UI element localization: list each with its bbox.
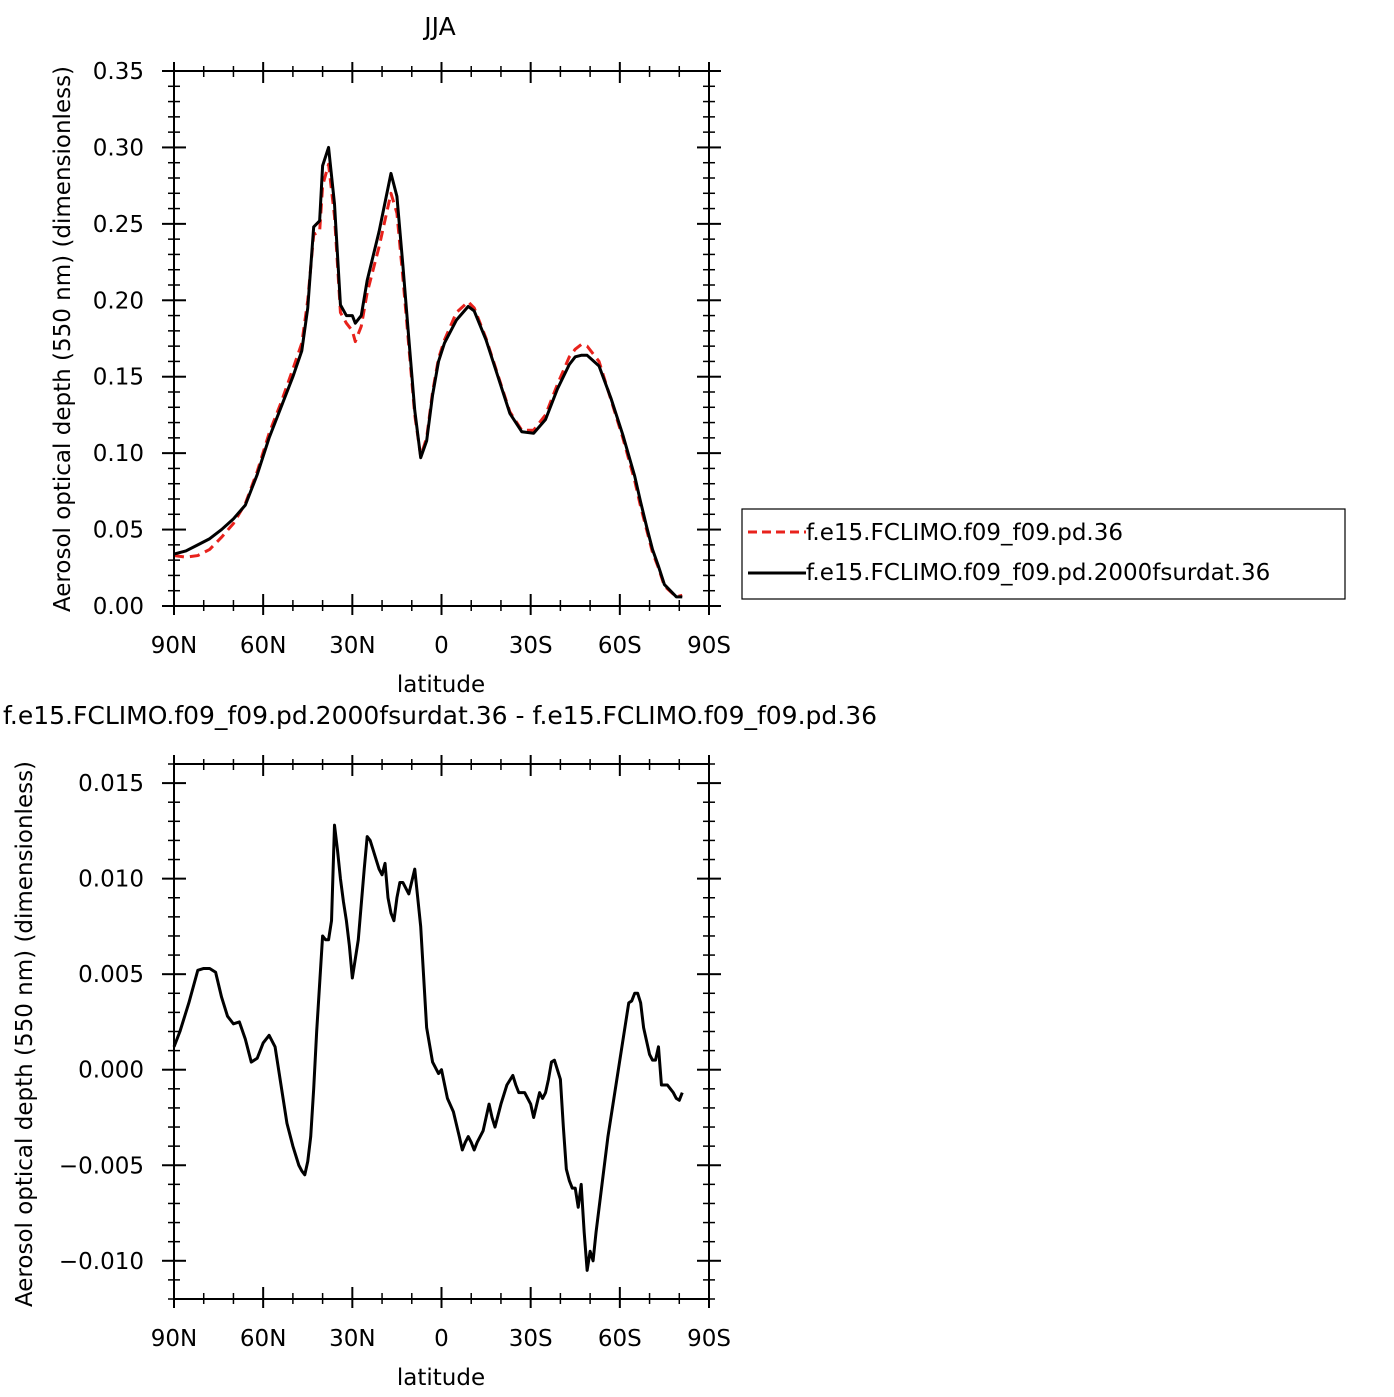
tick-marks: [162, 62, 721, 615]
y-tick-label: 0.35: [93, 59, 144, 85]
y-tick-label: 0.10: [93, 441, 144, 467]
series-group: [172, 823, 684, 1272]
x-tick-label: 0: [434, 633, 449, 659]
x-axis-title: latitude: [397, 672, 485, 698]
difference-title: f.e15.FCLIMO.f09_f09.pd.2000fsurdat.36 -…: [3, 701, 877, 730]
series-line-1: [173, 162, 683, 599]
y-tick-label: −0.005: [59, 1153, 144, 1179]
series-group: [173, 145, 683, 599]
legend: f.e15.FCLIMO.f09_f09.pd.36 f.e15.FCLIMO.…: [741, 508, 1346, 600]
plot-frame: [173, 763, 710, 1300]
y-tick-label: 0.25: [93, 212, 144, 238]
y-tick-label: 0.20: [93, 288, 144, 314]
y-tick-label: 0.000: [78, 1058, 144, 1084]
y-tick-labels: −0.010 −0.005 0.000 0.005 0.010 0.015: [59, 771, 144, 1275]
chart-title: JJA: [422, 12, 455, 41]
x-tick-label: 60N: [240, 633, 286, 659]
y-tick-label: 0.015: [78, 771, 144, 797]
y-tick-label: 0.30: [93, 135, 144, 161]
x-tick-labels: 90N 60N 30N 0 30S 60S 90S: [151, 633, 731, 659]
tick-marks: [162, 755, 721, 1308]
x-tick-label: 0: [434, 1326, 449, 1352]
x-tick-label: 30S: [509, 633, 553, 659]
x-tick-label: 30N: [329, 633, 375, 659]
plot-frame: [173, 70, 710, 607]
y-axis-title: Aerosol optical depth (550 nm) (dimensio…: [12, 761, 38, 1307]
x-tick-label: 90N: [151, 633, 197, 659]
y-tick-label: 0.00: [93, 594, 144, 620]
difference-line-panel: f.e15.FCLIMO.f09_f09.pd.2000fsurdat.36 -…: [3, 701, 877, 1391]
y-tick-labels: 0.00 0.05 0.10 0.15 0.20 0.25 0.30 0.35: [93, 59, 144, 620]
x-tick-label: 30N: [329, 1326, 375, 1352]
series-line-2: [173, 145, 683, 599]
y-tick-label: 0.005: [78, 962, 144, 988]
x-axis-title: latitude: [397, 1365, 485, 1391]
y-axis-title: Aerosol optical depth (550 nm) (dimensio…: [50, 66, 76, 612]
legend-label-1: f.e15.FCLIMO.f09_f09.pd.36: [806, 520, 1123, 546]
x-tick-labels: 90N 60N 30N 0 30S 60S 90S: [151, 1326, 731, 1352]
x-tick-label: 90S: [687, 1326, 731, 1352]
x-tick-label: 60S: [598, 633, 642, 659]
x-tick-label: 30S: [509, 1326, 553, 1352]
x-tick-label: 60S: [598, 1326, 642, 1352]
x-tick-label: 60N: [240, 1326, 286, 1352]
x-tick-label: 90N: [151, 1326, 197, 1352]
series-line-1: [172, 823, 684, 1272]
legend-label-2: f.e15.FCLIMO.f09_f09.pd.2000fsurdat.36: [806, 560, 1270, 586]
y-tick-label: −0.010: [59, 1249, 144, 1275]
y-tick-label: 0.15: [93, 365, 144, 391]
y-tick-label: 0.010: [78, 867, 144, 893]
aod-line-panel: JJA 90N 60N 30N 0 30S 60S 90S 0.00 0.05 0.10 0.15…: [50, 12, 1346, 698]
x-tick-label: 90S: [687, 633, 731, 659]
y-tick-label: 0.05: [93, 518, 144, 544]
legend-box: [741, 508, 1346, 600]
